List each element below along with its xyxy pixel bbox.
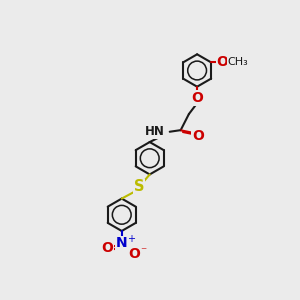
Text: +: + [127, 234, 135, 244]
Text: N: N [116, 236, 127, 250]
Text: O: O [216, 56, 228, 69]
Text: O: O [101, 241, 113, 255]
Text: O: O [191, 91, 203, 105]
Text: S: S [134, 179, 145, 194]
Text: O: O [192, 129, 204, 143]
Text: O: O [128, 247, 140, 261]
Text: CH₃: CH₃ [227, 57, 248, 68]
Text: HN: HN [145, 125, 164, 138]
Text: ⁻: ⁻ [140, 245, 146, 258]
